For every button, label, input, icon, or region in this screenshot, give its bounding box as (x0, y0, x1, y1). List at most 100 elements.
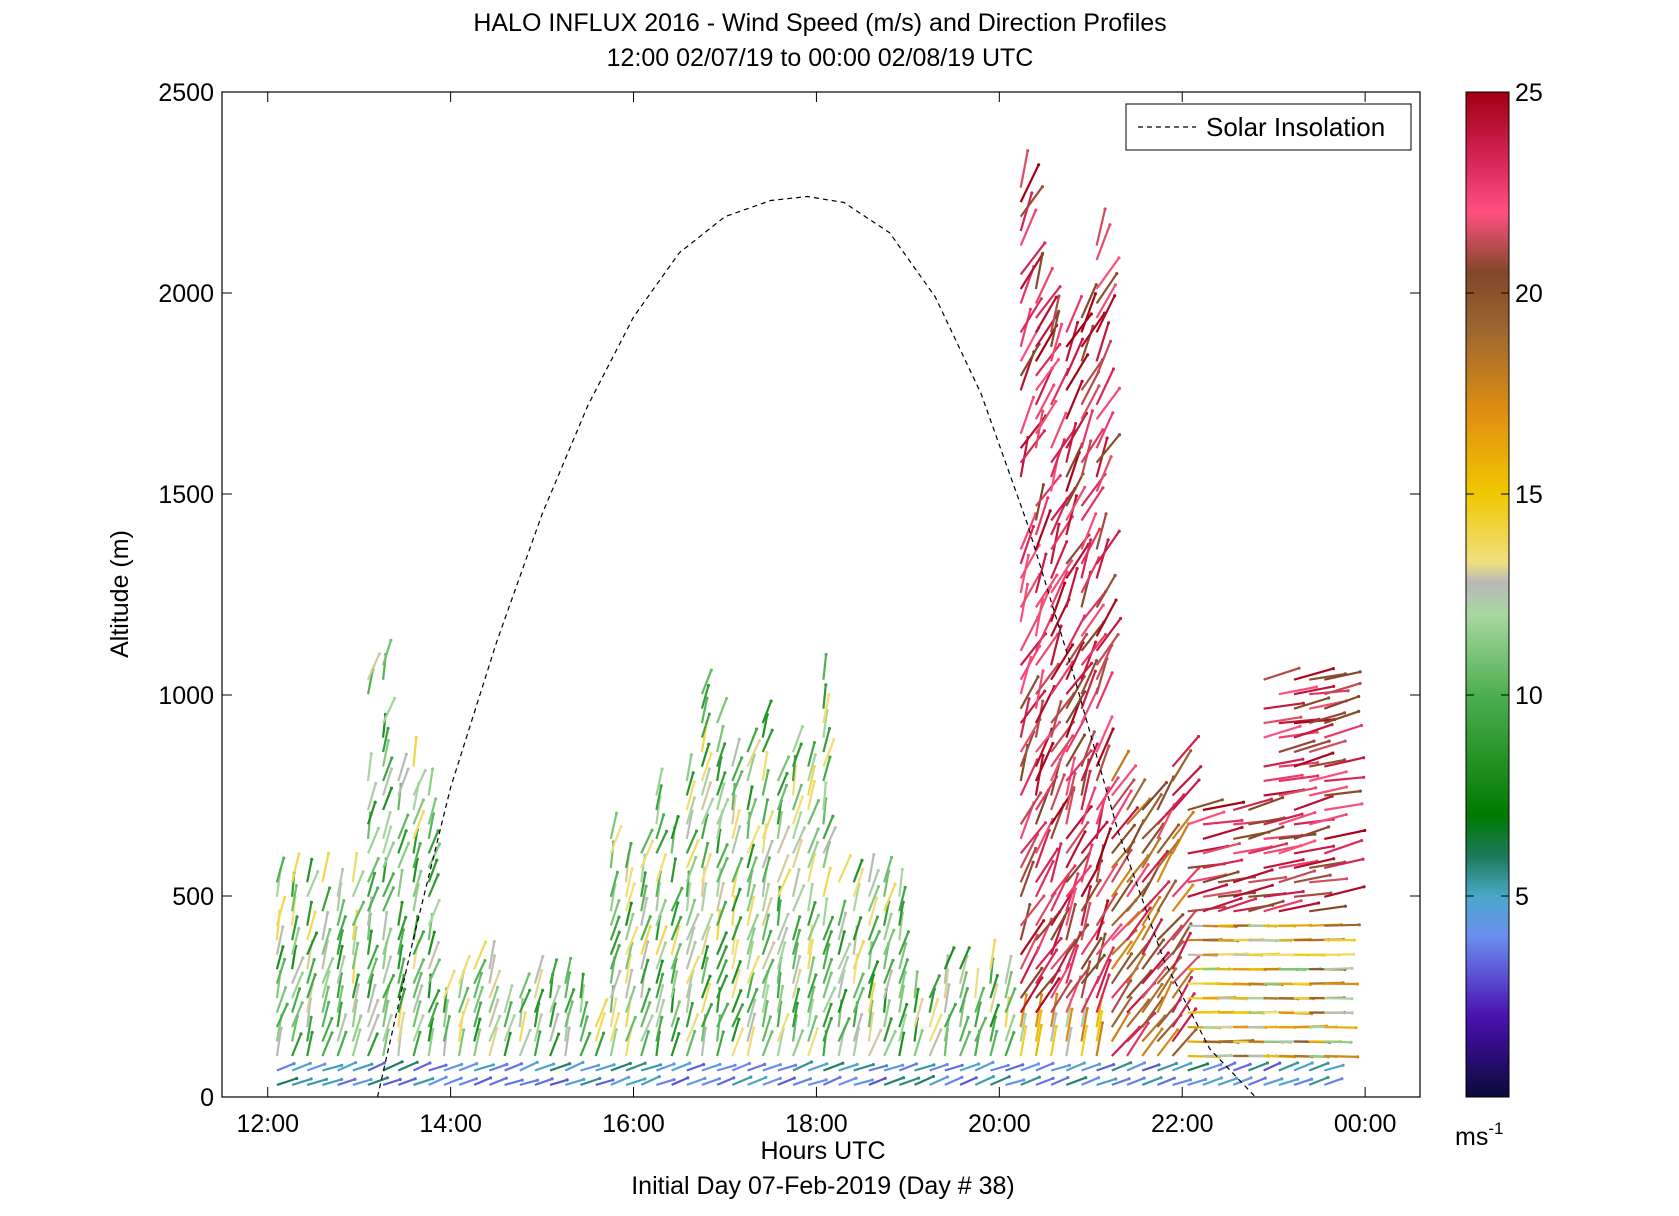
wind-arrow (1095, 863, 1118, 898)
wind-arrow (853, 1063, 874, 1072)
wind-arrow-head (947, 983, 951, 987)
wind-arrow (670, 887, 683, 912)
wind-arrow-head (1108, 827, 1112, 831)
wind-arrow-head (1280, 1077, 1284, 1081)
wind-arrow-head (1037, 1075, 1041, 1079)
wind-arrow (1080, 284, 1098, 319)
wind-arrow-head (1025, 582, 1030, 587)
wind-arrow (670, 944, 682, 970)
wind-arrow (716, 1076, 735, 1086)
wind-arrow (1141, 896, 1161, 927)
wind-arrow (807, 828, 820, 854)
wind-arrow (1019, 526, 1035, 565)
wind-arrow-head (1062, 773, 1066, 777)
wind-arrow-head (619, 824, 623, 829)
wind-arrow (1034, 574, 1058, 609)
wind-arrow (807, 1078, 827, 1086)
wind-arrow-head (1281, 825, 1285, 829)
wind-arrow-head (1281, 796, 1285, 800)
wind-arrow (655, 854, 667, 883)
wind-arrow (427, 931, 436, 955)
wind-arrow (1156, 1029, 1179, 1057)
wind-arrow-head (800, 795, 805, 799)
wind-arrow (716, 757, 723, 782)
wind-arrow-head (283, 895, 287, 900)
wind-arrow (1308, 740, 1346, 754)
wind-arrow (336, 900, 345, 926)
wind-arrow-head (1039, 297, 1043, 301)
wind-arrow (1065, 945, 1079, 984)
wind-arrow-head (460, 1062, 464, 1066)
wind-arrow-head (1222, 810, 1226, 814)
wind-arrow (746, 1013, 756, 1042)
wind-arrow (382, 826, 392, 854)
wind-arrow (883, 929, 895, 956)
wind-arrow (609, 970, 621, 999)
wind-arrow-head (1117, 256, 1121, 260)
wind-arrow (1080, 513, 1097, 550)
wind-arrow (746, 914, 759, 941)
wind-arrow (382, 757, 393, 782)
wind-arrow (1080, 688, 1099, 724)
wind-arrow-head (1219, 1063, 1223, 1067)
wind-arrow-head (310, 1030, 314, 1035)
wind-arrow (1323, 1077, 1343, 1086)
wind-arrow (761, 898, 773, 927)
wind-arrow-head (1070, 559, 1074, 563)
wind-arrow-head (1316, 774, 1320, 778)
wind-arrow (351, 943, 359, 970)
wind-arrow (427, 798, 437, 825)
wind-arrow-head (646, 958, 650, 963)
wind-arrow-head (1199, 765, 1203, 769)
wind-arrow (397, 945, 403, 970)
wind-arrow-head (889, 969, 894, 973)
wind-arrow-head (1196, 734, 1201, 739)
wind-arrow (1324, 997, 1352, 1000)
wind-arrow (609, 916, 621, 941)
wind-arrow-head (1113, 573, 1117, 578)
wind-arrow (1095, 257, 1120, 290)
wind-arrow (1309, 672, 1346, 681)
wind-arrow-head (848, 854, 853, 858)
wind-arrow-head (1301, 858, 1305, 862)
wind-arrow (1233, 845, 1272, 855)
wind-arrow (413, 1077, 434, 1086)
wind-arrow (366, 945, 379, 970)
wind-arrow (1110, 779, 1135, 811)
wind-arrow-head (644, 884, 648, 888)
wind-arrow (1278, 811, 1316, 826)
wind-arrow-head (308, 1061, 312, 1065)
wind-arrow (412, 973, 423, 999)
wind-arrow (351, 1015, 362, 1042)
wind-arrow (746, 826, 761, 854)
wind-arrow (1095, 322, 1110, 362)
wind-arrow (291, 1002, 304, 1028)
wind-arrow-head (1051, 859, 1055, 864)
wind-arrow (898, 986, 905, 1013)
wind-arrow-head (901, 1063, 905, 1067)
wind-arrow (928, 975, 941, 999)
wind-arrow (367, 1076, 388, 1086)
wind-arrow (1065, 698, 1082, 738)
wind-arrow (868, 1064, 887, 1072)
wind-arrow (640, 898, 648, 926)
wind-arrow (928, 1029, 942, 1057)
wind-arrow-head (376, 998, 380, 1003)
wind-arrow (1187, 1062, 1208, 1072)
wind-arrow (352, 1063, 373, 1072)
wind-arrow-head (993, 938, 997, 942)
wind-arrow (1019, 555, 1030, 594)
wind-arrow (1278, 1061, 1299, 1072)
wind-arrow-head (659, 784, 663, 788)
wind-arrow (761, 799, 769, 825)
wind-arrow-head (631, 912, 635, 916)
wind-arrow (427, 874, 440, 898)
wind-arrow (473, 1018, 481, 1042)
wind-arrow-head (740, 756, 744, 760)
wind-arrow (655, 942, 667, 970)
wind-arrow-head (1111, 367, 1116, 371)
wind-arrow (1171, 823, 1190, 854)
wind-arrow-head (1100, 1021, 1105, 1025)
wind-arrow-head (1110, 715, 1114, 719)
wind-arrow (655, 883, 661, 912)
